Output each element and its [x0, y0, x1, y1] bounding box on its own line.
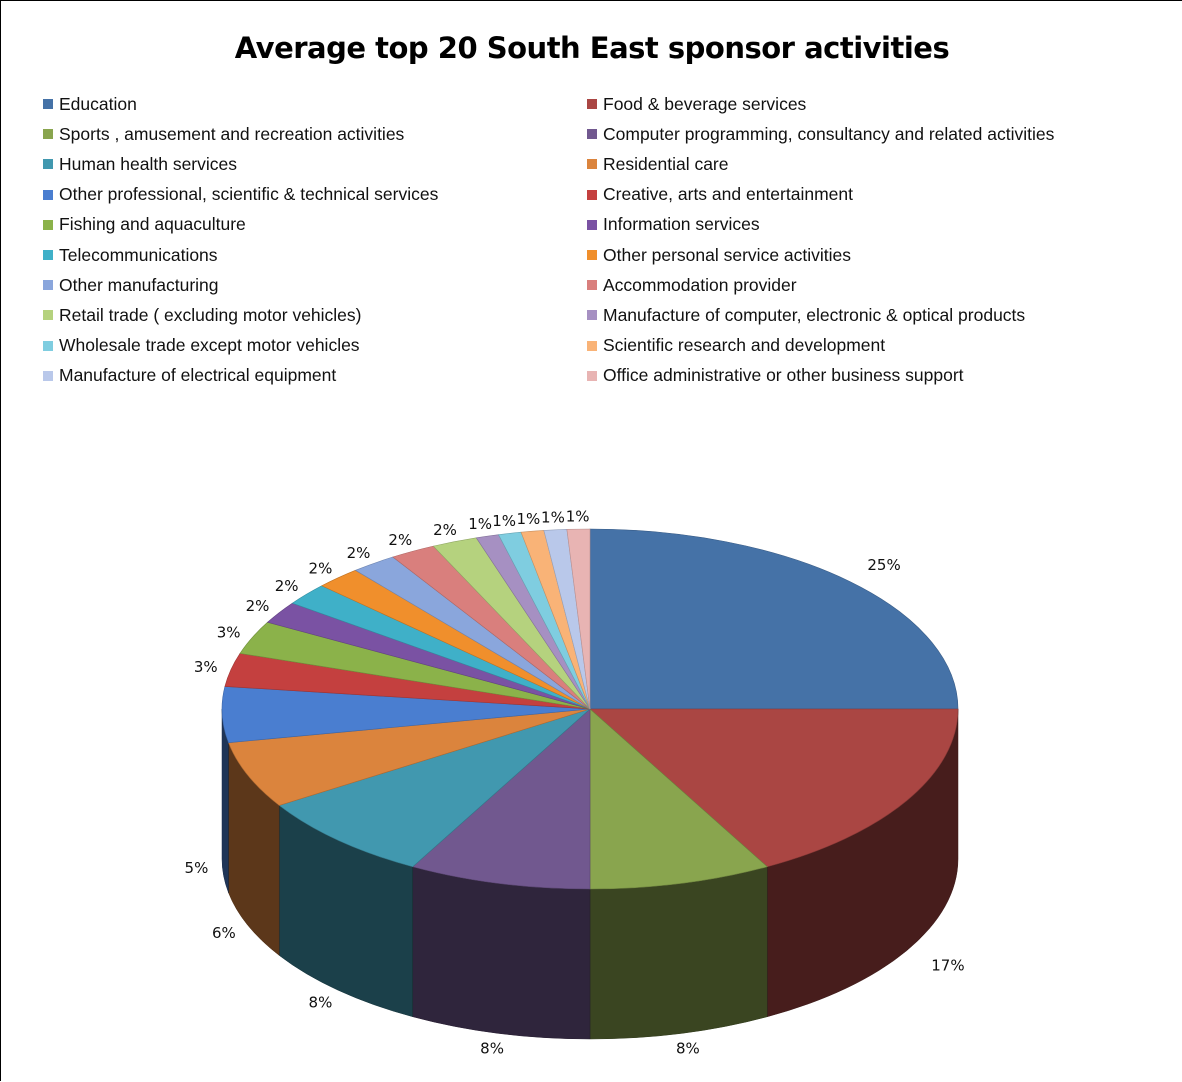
- legend-label: Computer programming, consultancy and re…: [603, 123, 1055, 144]
- legend-label: Fishing and aquaculture: [59, 214, 246, 235]
- legend-label: Education: [59, 93, 137, 114]
- legend-item: Wholesale trade except motor vehicles: [43, 331, 587, 361]
- legend-item: Scientific research and development: [587, 331, 1173, 361]
- legend-swatch: [43, 250, 53, 261]
- legend-label: Human health services: [59, 153, 237, 174]
- legend-swatch: [587, 189, 597, 200]
- pie-label: 2%: [347, 544, 371, 562]
- pie-label: 1%: [492, 512, 516, 530]
- legend-swatch: [43, 99, 53, 110]
- pie-slice: [228, 708, 591, 806]
- legend-label: Accommodation provider: [603, 274, 797, 295]
- pie-label: 2%: [309, 560, 333, 578]
- pie-label: 1%: [468, 515, 492, 533]
- legend-swatch: [587, 250, 597, 261]
- legend-swatch: [587, 159, 597, 170]
- legend-label: Other professional, scientific & technic…: [59, 184, 439, 205]
- legend-item: Creative, arts and entertainment: [587, 180, 1173, 210]
- legend-swatch: [43, 129, 53, 140]
- legend-label: Food & beverage services: [603, 93, 807, 114]
- legend-item: Manufacture of electrical equipment: [43, 361, 587, 391]
- pie-slice: [566, 528, 591, 710]
- legend-item: Telecommunications: [43, 240, 587, 270]
- pie-label: 2%: [275, 577, 299, 595]
- pie-label: 8%: [480, 1040, 504, 1058]
- pie-label: 3%: [217, 624, 241, 642]
- pie-label: 3%: [194, 658, 218, 676]
- chart-title: Average top 20 South East sponsor activi…: [234, 31, 950, 65]
- pie-label: 2%: [433, 521, 457, 539]
- legend-item: Human health services: [43, 149, 587, 179]
- pie-label: 25%: [867, 556, 900, 574]
- pie-label: 2%: [246, 597, 270, 615]
- legend-swatch: [587, 370, 597, 381]
- legend-label: Other personal service activities: [603, 244, 852, 265]
- legend-item: Education: [43, 89, 587, 119]
- pie-label: 6%: [212, 924, 236, 942]
- legend-swatch: [587, 340, 597, 351]
- legend-swatch: [43, 310, 53, 321]
- legend-item: Computer programming, consultancy and re…: [587, 119, 1173, 149]
- pie-label: 1%: [541, 508, 565, 526]
- pie-label: 1%: [566, 507, 590, 525]
- pie-label: 1%: [517, 510, 541, 528]
- pie-label: 2%: [388, 531, 412, 549]
- pie-slice-side: [412, 866, 591, 1040]
- legend-item: Other manufacturing: [43, 270, 587, 300]
- legend-item: Office administrative or other business …: [587, 361, 1173, 391]
- legend-label: Scientific research and development: [603, 335, 886, 356]
- legend-item: Retail trade ( excluding motor vehicles): [43, 300, 587, 330]
- pie-slice: [589, 708, 959, 868]
- pie-slice: [589, 528, 959, 710]
- legend: Education Food & beverage services Sports …: [43, 89, 1173, 391]
- legend-item: Residential care: [587, 149, 1173, 179]
- legend-item: Sports , amusement and recreation activi…: [43, 119, 587, 149]
- legend-item: Fishing and aquaculture: [43, 210, 587, 240]
- legend-swatch: [43, 280, 53, 291]
- pie-label: 17%: [931, 957, 964, 975]
- legend-swatch: [43, 219, 53, 230]
- legend-label: Sports , amusement and recreation activi…: [59, 123, 405, 144]
- legend-item: Other professional, scientific & technic…: [43, 180, 587, 210]
- legend-label: Information services: [603, 214, 760, 235]
- legend-label: Manufacture of electrical equipment: [59, 365, 337, 386]
- legend-swatch: [587, 129, 597, 140]
- legend-item: Accommodation provider: [587, 270, 1173, 300]
- legend-item: Food & beverage services: [587, 89, 1173, 119]
- pie-slice: [412, 708, 591, 890]
- legend-label: Telecommunications: [59, 244, 218, 265]
- pie-label: 5%: [185, 859, 209, 877]
- legend-label: Retail trade ( excluding motor vehicles): [59, 304, 362, 325]
- legend-label: Manufacture of computer, electronic & op…: [603, 304, 1026, 325]
- pie-slice: [589, 708, 768, 890]
- legend-swatch: [43, 370, 53, 381]
- legend-swatch: [587, 219, 597, 230]
- pie-slice: [278, 708, 591, 868]
- legend-swatch: [587, 310, 597, 321]
- legend-swatch: [43, 159, 53, 170]
- legend-label: Other manufacturing: [59, 274, 219, 295]
- legend-swatch: [587, 99, 597, 110]
- legend-swatch: [43, 189, 53, 200]
- legend-swatch: [43, 340, 53, 351]
- legend-label: Wholesale trade except motor vehicles: [59, 335, 360, 356]
- legend-label: Creative, arts and entertainment: [603, 184, 853, 205]
- legend-item: Manufacture of computer, electronic & op…: [587, 300, 1173, 330]
- pie-label: 8%: [676, 1040, 700, 1058]
- pie-slice-side: [589, 866, 768, 1040]
- pie-label: 8%: [309, 993, 333, 1011]
- legend-item: Other personal service activities: [587, 240, 1173, 270]
- legend-swatch: [587, 280, 597, 291]
- legend-label: Residential care: [603, 153, 729, 174]
- legend-label: Office administrative or other business …: [603, 365, 964, 386]
- legend-item: Information services: [587, 210, 1173, 240]
